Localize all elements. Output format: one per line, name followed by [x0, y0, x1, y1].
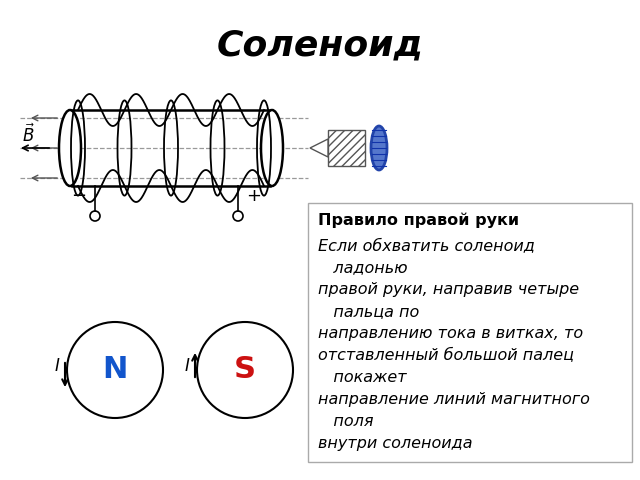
Text: Правило правой руки: Правило правой руки [318, 213, 519, 228]
Ellipse shape [371, 126, 387, 170]
Text: внутри соленоида: внутри соленоида [318, 436, 472, 451]
Text: −: − [72, 187, 86, 205]
Text: ладонью: ладонью [318, 260, 408, 275]
Text: $\vec{B}$: $\vec{B}$ [22, 123, 35, 146]
Text: правой руки, направив четыре: правой руки, направив четыре [318, 282, 579, 297]
Text: направлению тока в витках, то: направлению тока в витках, то [318, 326, 583, 341]
Ellipse shape [261, 110, 283, 186]
Text: +: + [246, 187, 262, 205]
Bar [328, 130, 365, 166]
Text: N: N [102, 356, 128, 384]
Text: отставленный большой палец: отставленный большой палец [318, 348, 574, 363]
Text: Соленоид: Соленоид [216, 28, 424, 62]
Circle shape [197, 322, 293, 418]
Text: направление линий магнитного: направление линий магнитного [318, 392, 590, 407]
Circle shape [67, 322, 163, 418]
FancyBboxPatch shape [308, 203, 632, 462]
Polygon shape [310, 139, 328, 157]
Text: покажет: покажет [318, 370, 406, 385]
Text: I: I [54, 357, 60, 375]
Text: I: I [184, 357, 189, 375]
Text: Если обхватить соленоид: Если обхватить соленоид [318, 238, 535, 253]
Text: S: S [234, 356, 256, 384]
Ellipse shape [59, 110, 81, 186]
Text: пальца по: пальца по [318, 304, 419, 319]
Text: поля: поля [318, 414, 374, 429]
